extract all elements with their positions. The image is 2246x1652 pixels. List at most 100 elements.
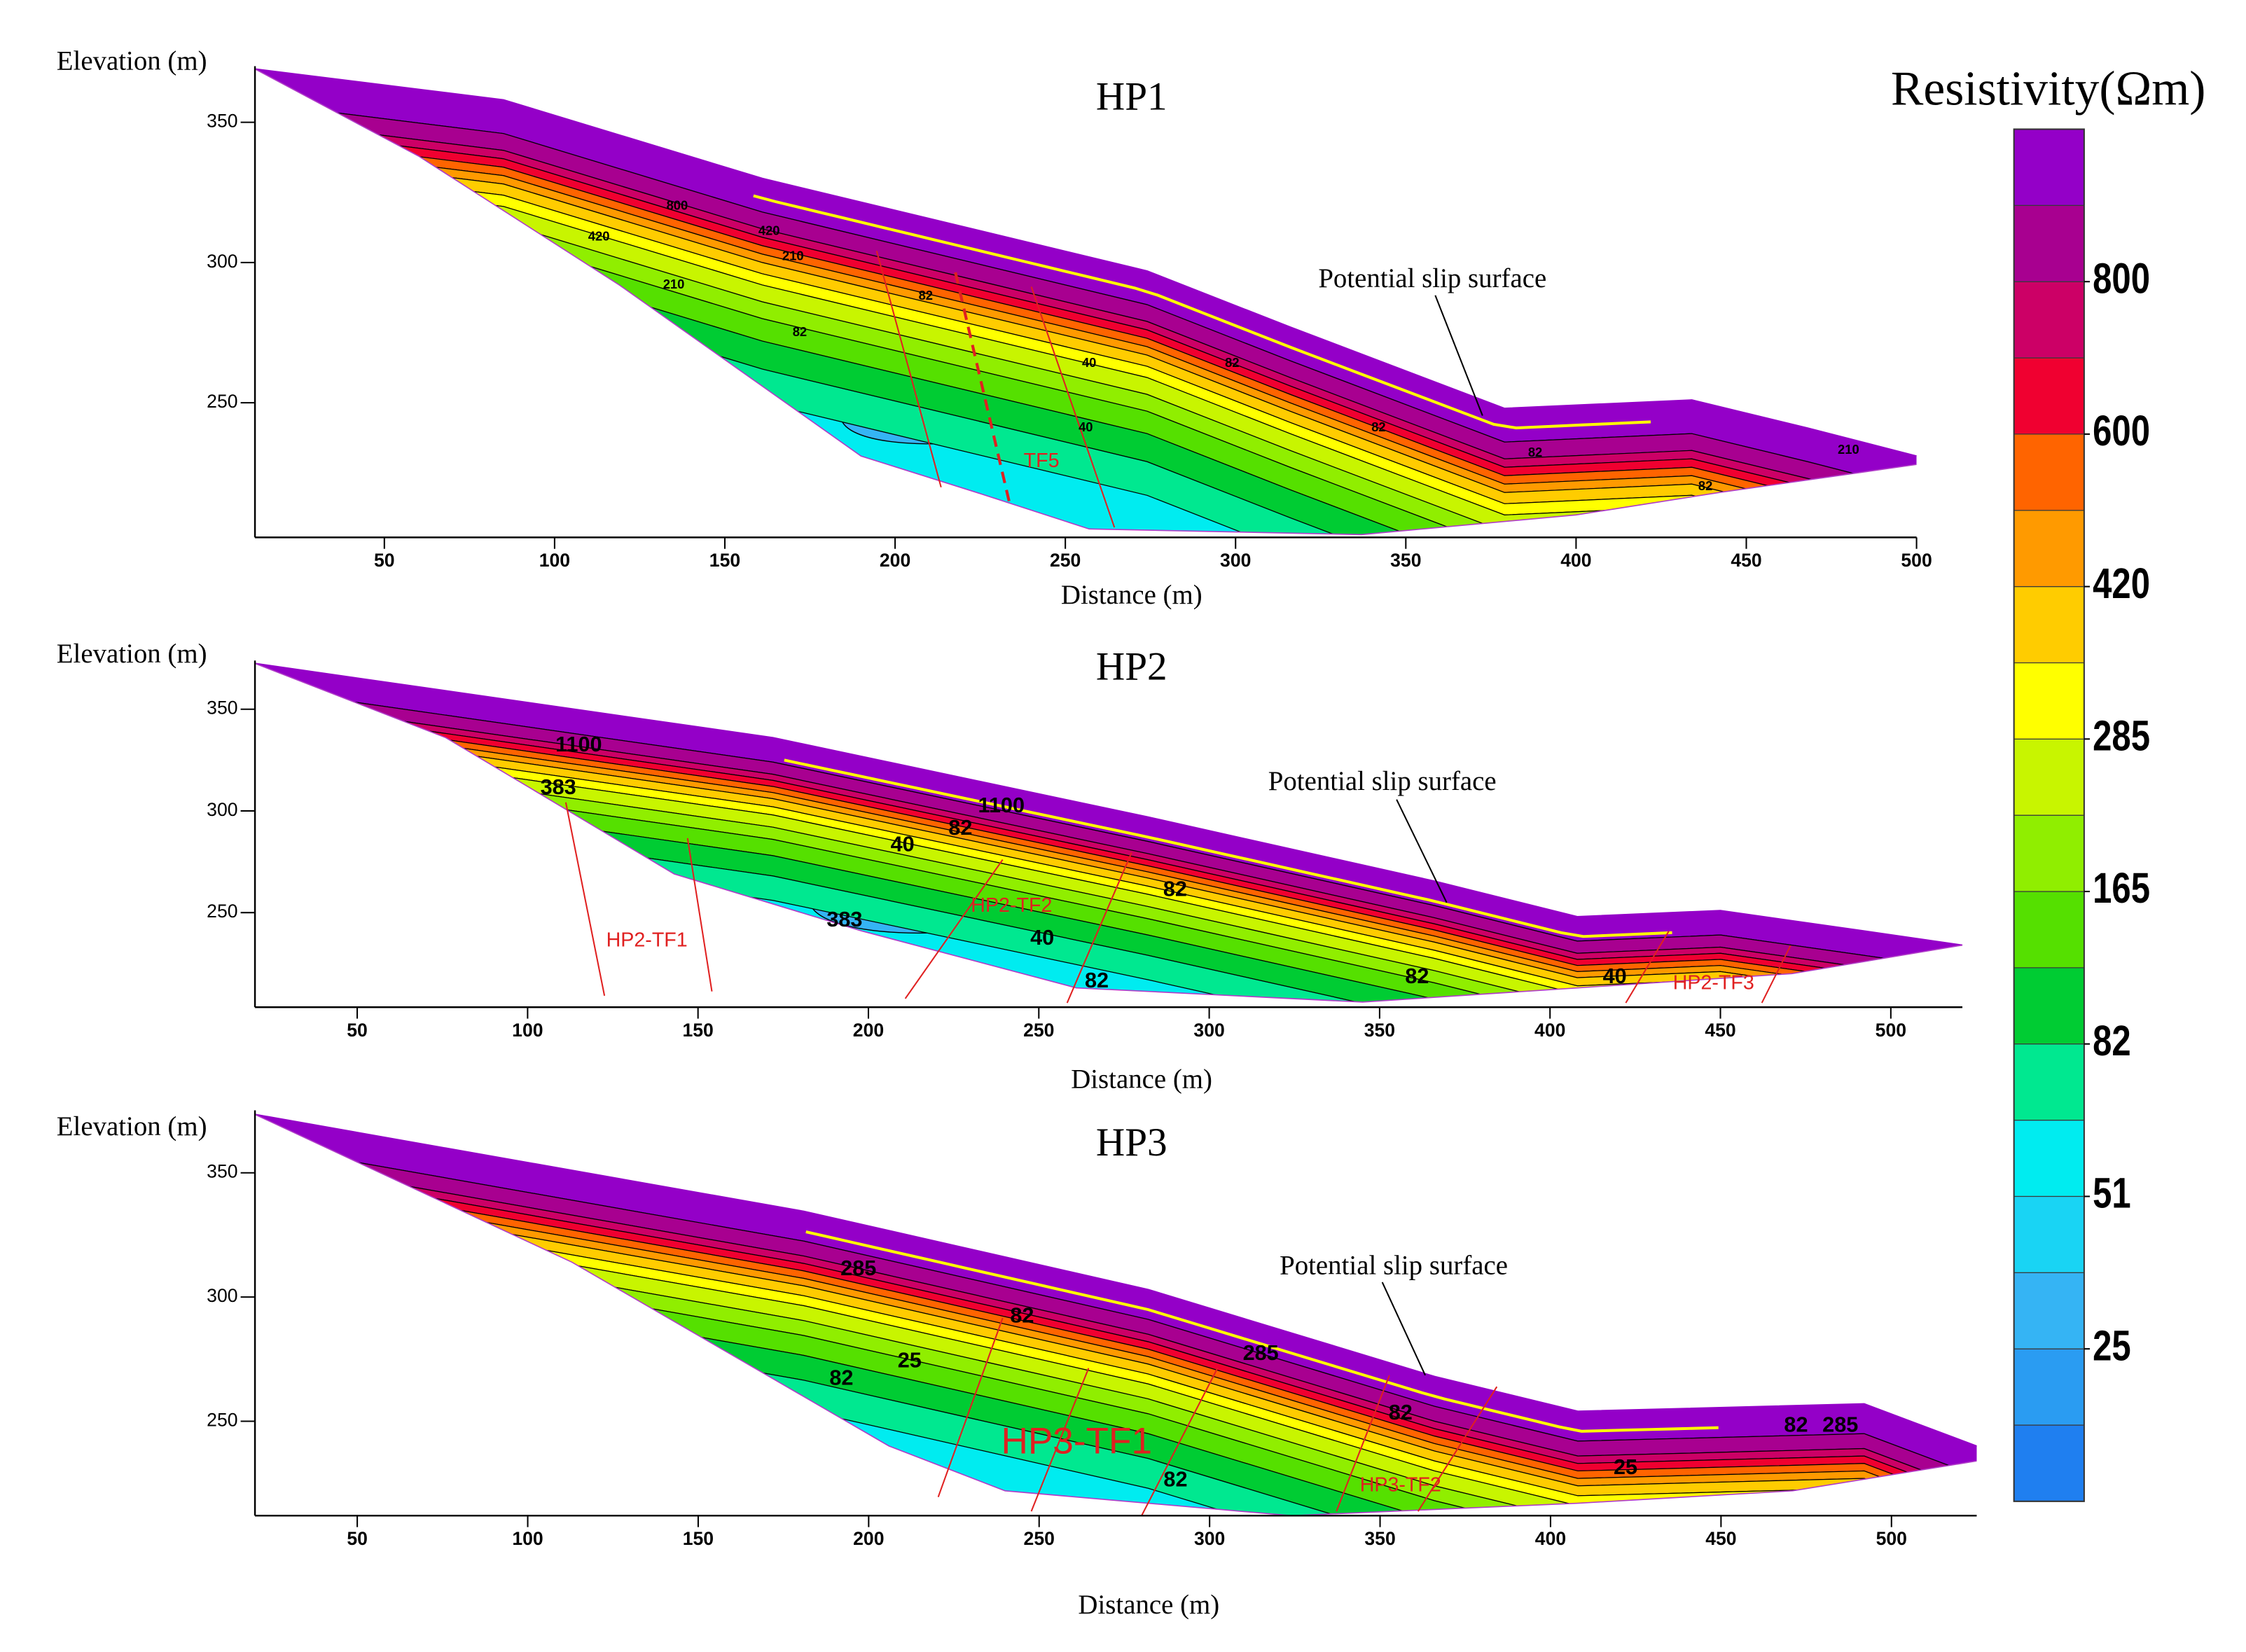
fault-line: [1336, 1375, 1390, 1512]
x-tick-label: 100: [512, 1528, 543, 1549]
slip-surface-line: [805, 1230, 1719, 1433]
y-tick-label: 300: [207, 1285, 237, 1306]
contour-label: 285: [1822, 1413, 1858, 1437]
contour-label: 82: [948, 816, 972, 840]
fault-label: HP2-TF1: [606, 929, 688, 951]
x-tick-label: 250: [1023, 1020, 1054, 1041]
x-tick-label: 350: [1390, 550, 1421, 571]
y-tick-label: 350: [207, 111, 237, 132]
fault-line: [686, 838, 713, 992]
y-tick-label: 300: [207, 799, 237, 820]
chart-title: HP1: [1096, 75, 1167, 119]
x-axis-title: Distance (m): [1071, 1064, 1212, 1095]
y-axis-title: Elevation (m): [57, 639, 207, 669]
colorbar-segment: [2013, 1195, 2085, 1273]
annotation: Potential slip surface: [1268, 766, 1497, 796]
x-tick-label: 350: [1364, 1020, 1395, 1041]
contour-label: 285: [1243, 1341, 1279, 1365]
colorbar-tick-label: 25: [2093, 1321, 2131, 1369]
slip-surface-line: [784, 758, 1672, 938]
contour-label: 40: [1030, 926, 1054, 950]
contour-label: 82: [1085, 969, 1109, 992]
fault-line: [904, 859, 1004, 999]
x-tick-label: 400: [1560, 550, 1591, 571]
contour-label: 25: [898, 1348, 922, 1372]
x-tick-label: 50: [347, 1020, 368, 1041]
fault-label: HP3-TF2: [1360, 1473, 1441, 1496]
fault-line: [1030, 1368, 1090, 1512]
contour-label: 383: [826, 908, 862, 931]
colorbar-segment: [2013, 738, 2085, 816]
fault-line: [1066, 852, 1132, 1004]
contour-label: 25: [1614, 1455, 1637, 1479]
colorbar-tick-label: 600: [2093, 407, 2150, 454]
annotation-pointer: [1396, 799, 1448, 903]
x-tick-label: 250: [1050, 550, 1081, 571]
contour-label: 1100: [555, 733, 602, 756]
x-tick-label: 450: [1705, 1020, 1735, 1041]
x-tick-label: 200: [853, 1020, 884, 1041]
fault-line: [954, 272, 1011, 505]
fault-line: [1141, 1368, 1219, 1516]
contour-label: 285: [840, 1256, 876, 1280]
y-tick-label: 250: [207, 1410, 237, 1431]
fault-line: [1625, 931, 1670, 1004]
chart-title: HP3: [1096, 1120, 1167, 1165]
y-tick-label: 350: [207, 697, 237, 719]
contour-label: 1100: [978, 793, 1025, 817]
colorbar-segment: [2013, 1424, 2085, 1502]
annotation-pointer: [1381, 1282, 1426, 1376]
contour-label: 82: [793, 324, 807, 339]
x-tick-label: 150: [682, 1020, 713, 1041]
contour-label: 82: [919, 288, 933, 303]
y-tick-label: 250: [207, 901, 237, 922]
x-tick-label: 150: [709, 550, 740, 571]
resistivity-band: [255, 752, 1963, 1002]
x-tick-label: 100: [512, 1020, 543, 1041]
colorbar-segment: [2013, 967, 2085, 1045]
x-tick-label: 300: [1194, 1528, 1225, 1549]
resistivity-band: [255, 1208, 1977, 1516]
colorbar-segment: [2013, 585, 2085, 664]
colorbar-segment: [2013, 1272, 2085, 1349]
colorbar-segment: [2013, 510, 2085, 588]
contour-label: 82: [1371, 419, 1385, 434]
base-profile: [254, 662, 1963, 1003]
section-fill: [255, 1114, 1977, 1516]
colorbar-segment: [2013, 814, 2085, 892]
x-tick-label: 200: [853, 1528, 884, 1549]
colorbar-tick-label: 165: [2093, 864, 2150, 912]
fault-line: [1030, 286, 1116, 528]
colorbar-frame: [2013, 128, 2085, 1502]
colorbar-segment: [2013, 204, 2085, 282]
contour-label: 210: [663, 277, 685, 291]
contour-label: 82: [1163, 1468, 1187, 1492]
contour-label: 82: [1225, 355, 1239, 370]
colorbar-segment: [2013, 128, 2085, 206]
x-tick-label: 400: [1534, 1020, 1565, 1041]
contour-label: 82: [829, 1366, 853, 1389]
colorbar-segment: [2013, 281, 2085, 359]
colorbar-segment: [2013, 891, 2085, 969]
section-panel: HP3-TF1 HP3-TF2 285 25 82 82 285 82 82 25 82 285 250…: [57, 1110, 1977, 1620]
colorbar-title: Resistivity(Ωm): [1891, 62, 2205, 116]
contour-label: 82: [1389, 1401, 1413, 1424]
contour-label: 82: [1784, 1413, 1808, 1437]
surface-profile: [254, 68, 1917, 457]
section-panel: HP2-TF1 HP2-TF2 HP2-TF3 1100 383 82 40 82 40 383 8…: [57, 639, 1963, 1095]
x-tick-label: 500: [1901, 550, 1932, 571]
y-axis-title: Elevation (m): [57, 46, 207, 76]
fault-line: [1417, 1386, 1498, 1512]
base-profile: [254, 68, 1917, 536]
fault-line: [937, 1317, 1004, 1498]
x-tick-label: 50: [374, 550, 395, 571]
x-tick-label: 500: [1876, 1528, 1907, 1549]
x-tick-label: 150: [683, 1528, 714, 1549]
contour-label: 82: [1010, 1304, 1034, 1328]
y-tick-label: 250: [207, 391, 237, 412]
x-axis-title: Distance (m): [1078, 1590, 1219, 1620]
colorbar-segment: [2013, 357, 2085, 435]
surface-profile: [254, 662, 1963, 946]
x-tick-label: 300: [1193, 1020, 1224, 1041]
